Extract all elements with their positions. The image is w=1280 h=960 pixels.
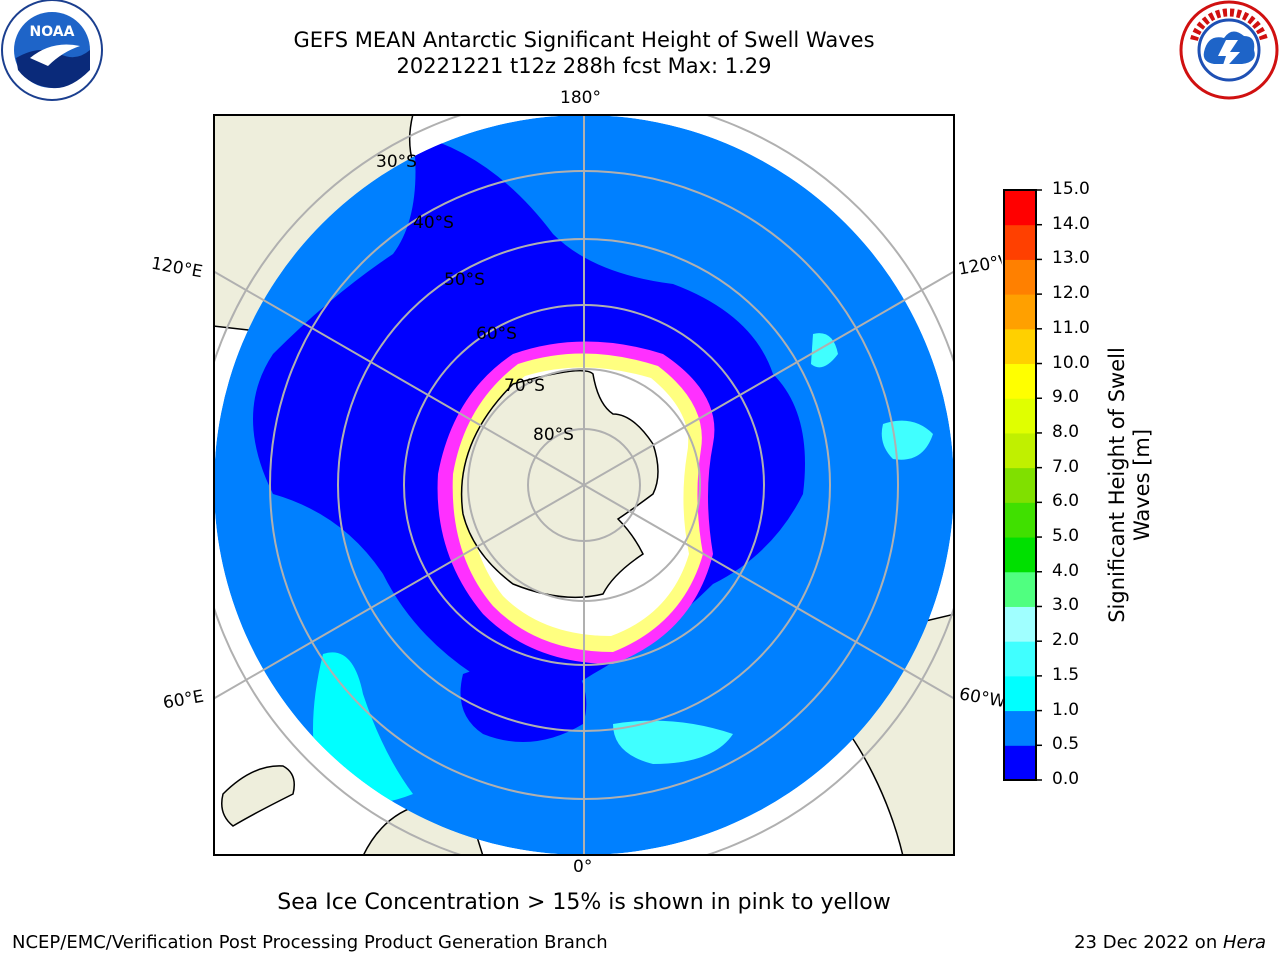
chart-subtitle: 20221221 t12z 288h fcst Max: 1.29 xyxy=(396,54,772,78)
footer-date: 23 Dec 2022 on Hera xyxy=(1074,932,1266,953)
colorbar-segment xyxy=(1004,328,1036,365)
lon-label-120w: 120°W xyxy=(956,252,1004,280)
colorbar-segment xyxy=(1004,710,1036,746)
lat-label-40s: 40°S xyxy=(413,213,454,233)
colorbar-tick-label: 4.0 xyxy=(1052,560,1080,581)
colorbar-tick-label: 13.0 xyxy=(1052,248,1090,269)
footer-credit: NCEP/EMC/Verification Post Processing Pr… xyxy=(12,932,608,953)
colorbar-tick-label: 3.0 xyxy=(1052,595,1080,616)
colorbar-segment xyxy=(1004,571,1036,607)
colorbar-tick-label: 11.0 xyxy=(1052,317,1090,338)
lat-label-80s: 80°S xyxy=(533,425,574,445)
nws-logo xyxy=(1179,0,1279,100)
polar-map xyxy=(213,114,955,856)
colorbar-segment xyxy=(1004,363,1036,399)
colorbar-tick-label: 1.5 xyxy=(1052,664,1080,685)
svg-text:NOAA: NOAA xyxy=(30,24,75,40)
colorbar-tick-label: 0.5 xyxy=(1052,734,1080,755)
colorbar-tick-label: 8.0 xyxy=(1052,421,1080,442)
lon-label-120e: 120°E xyxy=(149,253,205,283)
noaa-logo: NOAA xyxy=(1,0,103,101)
colorbar-segment xyxy=(1004,224,1036,260)
meridian-120 xyxy=(213,270,955,700)
colorbar xyxy=(1003,189,1042,781)
lon-label-60e: 60°E xyxy=(161,686,206,714)
colorbar-segment xyxy=(1004,502,1036,538)
sea-ice-caption: Sea Ice Concentration > 15% is shown in … xyxy=(277,890,891,915)
colorbar-segment xyxy=(1004,745,1036,781)
colorbar-tick-label: 9.0 xyxy=(1052,387,1080,408)
low-swell-region-south xyxy=(460,660,587,742)
map-frame xyxy=(213,114,955,856)
swell-cyan-region-2 xyxy=(613,720,733,764)
colorbar-segment xyxy=(1004,467,1036,503)
colorbar-tick-label: 10.0 xyxy=(1052,352,1090,373)
colorbar-segment xyxy=(1004,294,1036,330)
colorbar-tick-label: 2.0 xyxy=(1052,630,1080,651)
colorbar-tick-label: 6.0 xyxy=(1052,491,1080,512)
colorbar-segment xyxy=(1004,190,1036,226)
lat-label-30s: 30°S xyxy=(376,152,417,172)
colorbar-tick-label: 14.0 xyxy=(1052,213,1090,234)
colorbar-tick-label: 0.0 xyxy=(1052,769,1080,789)
colorbar-frame xyxy=(1003,189,1037,781)
lon-label-0: 0° xyxy=(573,857,593,877)
colorbar-segment xyxy=(1004,641,1036,677)
chart-title: GEFS MEAN Antarctic Significant Height o… xyxy=(293,28,875,52)
lat-label-60s: 60°S xyxy=(476,324,517,344)
lon-label-60w: 60°W xyxy=(957,684,1005,712)
colorbar-title: Significant Height of Swell Waves [m] xyxy=(1105,347,1154,623)
swell-cyan-region-3 xyxy=(881,420,933,460)
colorbar-segment xyxy=(1004,259,1036,295)
lat-label-50s: 50°S xyxy=(444,270,485,290)
colorbar-segment xyxy=(1004,675,1036,712)
colorbar-segment xyxy=(1004,398,1036,434)
lon-label-180: 180° xyxy=(560,88,601,108)
colorbar-segment xyxy=(1004,606,1036,642)
colorbar-tick-label: 1.0 xyxy=(1052,699,1080,720)
colorbar-tick-label: 7.0 xyxy=(1052,456,1080,477)
colorbar-segment xyxy=(1004,537,1036,573)
antarctica xyxy=(460,369,659,599)
colorbar-tick-label: 15.0 xyxy=(1052,179,1090,199)
lat-label-70s: 70°S xyxy=(504,376,545,396)
colorbar-tick-label: 12.0 xyxy=(1052,283,1090,304)
colorbar-tick-label: 5.0 xyxy=(1052,526,1080,547)
colorbar-segment xyxy=(1004,432,1036,469)
land-madagascar xyxy=(221,765,295,827)
